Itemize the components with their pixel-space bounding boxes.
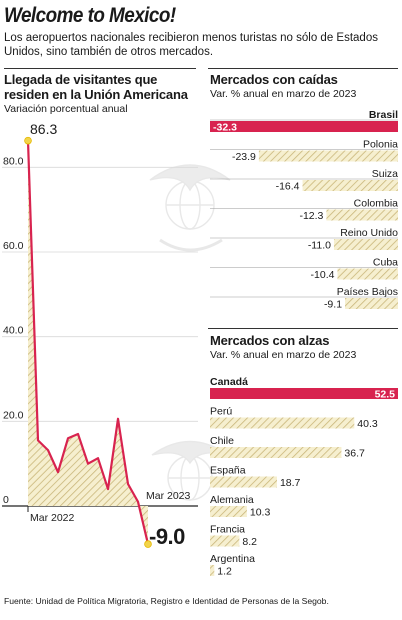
category-label: Argentina bbox=[210, 553, 255, 565]
category-label: Francia bbox=[210, 524, 245, 536]
line-area-fill bbox=[28, 140, 148, 545]
x-tick-label: Mar 2022 bbox=[30, 512, 75, 524]
bar bbox=[210, 565, 215, 576]
category-label: Chile bbox=[210, 435, 234, 447]
value-label: 52.5 bbox=[375, 389, 396, 401]
value-label: 10.3 bbox=[250, 507, 271, 519]
y-tick-label: 60.0 bbox=[3, 240, 24, 252]
end-value-label: -9.0 bbox=[149, 524, 185, 549]
bar bbox=[210, 417, 355, 429]
intro-text: Los aeropuertos nacionales recibieron me… bbox=[4, 32, 378, 58]
data-point bbox=[144, 540, 152, 548]
value-label: -11.0 bbox=[308, 240, 331, 252]
drops-chart-title: Mercados con caídas bbox=[210, 72, 338, 87]
y-tick-label: 40.0 bbox=[3, 325, 24, 337]
bar bbox=[333, 239, 398, 250]
x-tick-label: Mar 2023 bbox=[146, 490, 191, 502]
value-label: 40.3 bbox=[357, 418, 378, 430]
rises-chart-subtitle: Var. % anual en marzo de 2023 bbox=[210, 349, 357, 361]
value-label: -10.4 bbox=[311, 269, 335, 281]
bar bbox=[302, 180, 398, 191]
bar bbox=[210, 388, 398, 399]
bar bbox=[345, 298, 398, 309]
bar bbox=[210, 506, 247, 517]
category-label: Perú bbox=[210, 406, 232, 418]
series-line bbox=[26, 140, 150, 545]
line-chart-subtitle: Variación porcentual anual bbox=[4, 103, 128, 115]
value-label: -9.1 bbox=[324, 299, 342, 311]
y-tick-label: 20.0 bbox=[3, 409, 24, 421]
value-label: -16.4 bbox=[276, 181, 300, 193]
bar bbox=[210, 535, 240, 547]
eagle-emblem-watermark-icon bbox=[149, 164, 231, 252]
drops-bar-chart: Brasil -32.3 Polonia -23.9 Suiza -16.4 Colombi… bbox=[210, 109, 398, 311]
left-top-rule bbox=[4, 68, 196, 69]
category-label: Brasil bbox=[369, 109, 398, 121]
value-label: -32.3 bbox=[213, 122, 237, 134]
data-point bbox=[24, 136, 32, 145]
category-label: Canadá bbox=[210, 376, 248, 388]
category-label: España bbox=[210, 465, 246, 477]
rises-chart-title: Mercados con alzas bbox=[210, 333, 330, 348]
bar bbox=[210, 476, 277, 488]
bar bbox=[337, 268, 398, 280]
category-label: Polonia bbox=[363, 139, 398, 151]
category-label: Reino Unido bbox=[340, 227, 398, 239]
bar bbox=[258, 150, 398, 162]
line-chart-title: Llegada de visitantes que residen en la … bbox=[4, 72, 188, 102]
start-value-label: 86.3 bbox=[30, 121, 57, 137]
value-label: -12.3 bbox=[299, 210, 323, 222]
category-label: Alemania bbox=[210, 494, 254, 506]
bar bbox=[210, 447, 342, 458]
category-label: Países Bajos bbox=[337, 286, 398, 298]
bar bbox=[210, 121, 398, 132]
category-label: Colombia bbox=[354, 198, 399, 210]
y-tick-label: 0 bbox=[3, 494, 9, 506]
line-chart: 80.0 60.0 40.0 20.0 0 86.3 -9.0 Mar 2022 Mar 202… bbox=[2, 121, 198, 549]
value-label: 18.7 bbox=[280, 477, 301, 489]
value-label: 8.2 bbox=[242, 536, 257, 548]
value-label: 1.2 bbox=[217, 566, 232, 578]
value-label: 36.7 bbox=[344, 448, 365, 460]
source-note: Fuente: Unidad de Política Migratoria, R… bbox=[4, 596, 329, 606]
page-title: Welcome to Mexico! bbox=[4, 4, 176, 27]
category-label: Cuba bbox=[373, 257, 398, 269]
drops-chart-subtitle: Var. % anual en marzo de 2023 bbox=[210, 88, 357, 100]
y-tick-label: 80.0 bbox=[3, 155, 24, 167]
rises-bar-chart: Canadá 52.5 Perú 40.3 Chile 36.7 España 18.7 Ale… bbox=[210, 376, 398, 578]
category-label: Suiza bbox=[372, 168, 398, 180]
right-top-rule bbox=[208, 68, 398, 69]
bar bbox=[326, 209, 398, 221]
mid-right-rule bbox=[208, 328, 398, 329]
value-label: -23.9 bbox=[232, 151, 256, 163]
